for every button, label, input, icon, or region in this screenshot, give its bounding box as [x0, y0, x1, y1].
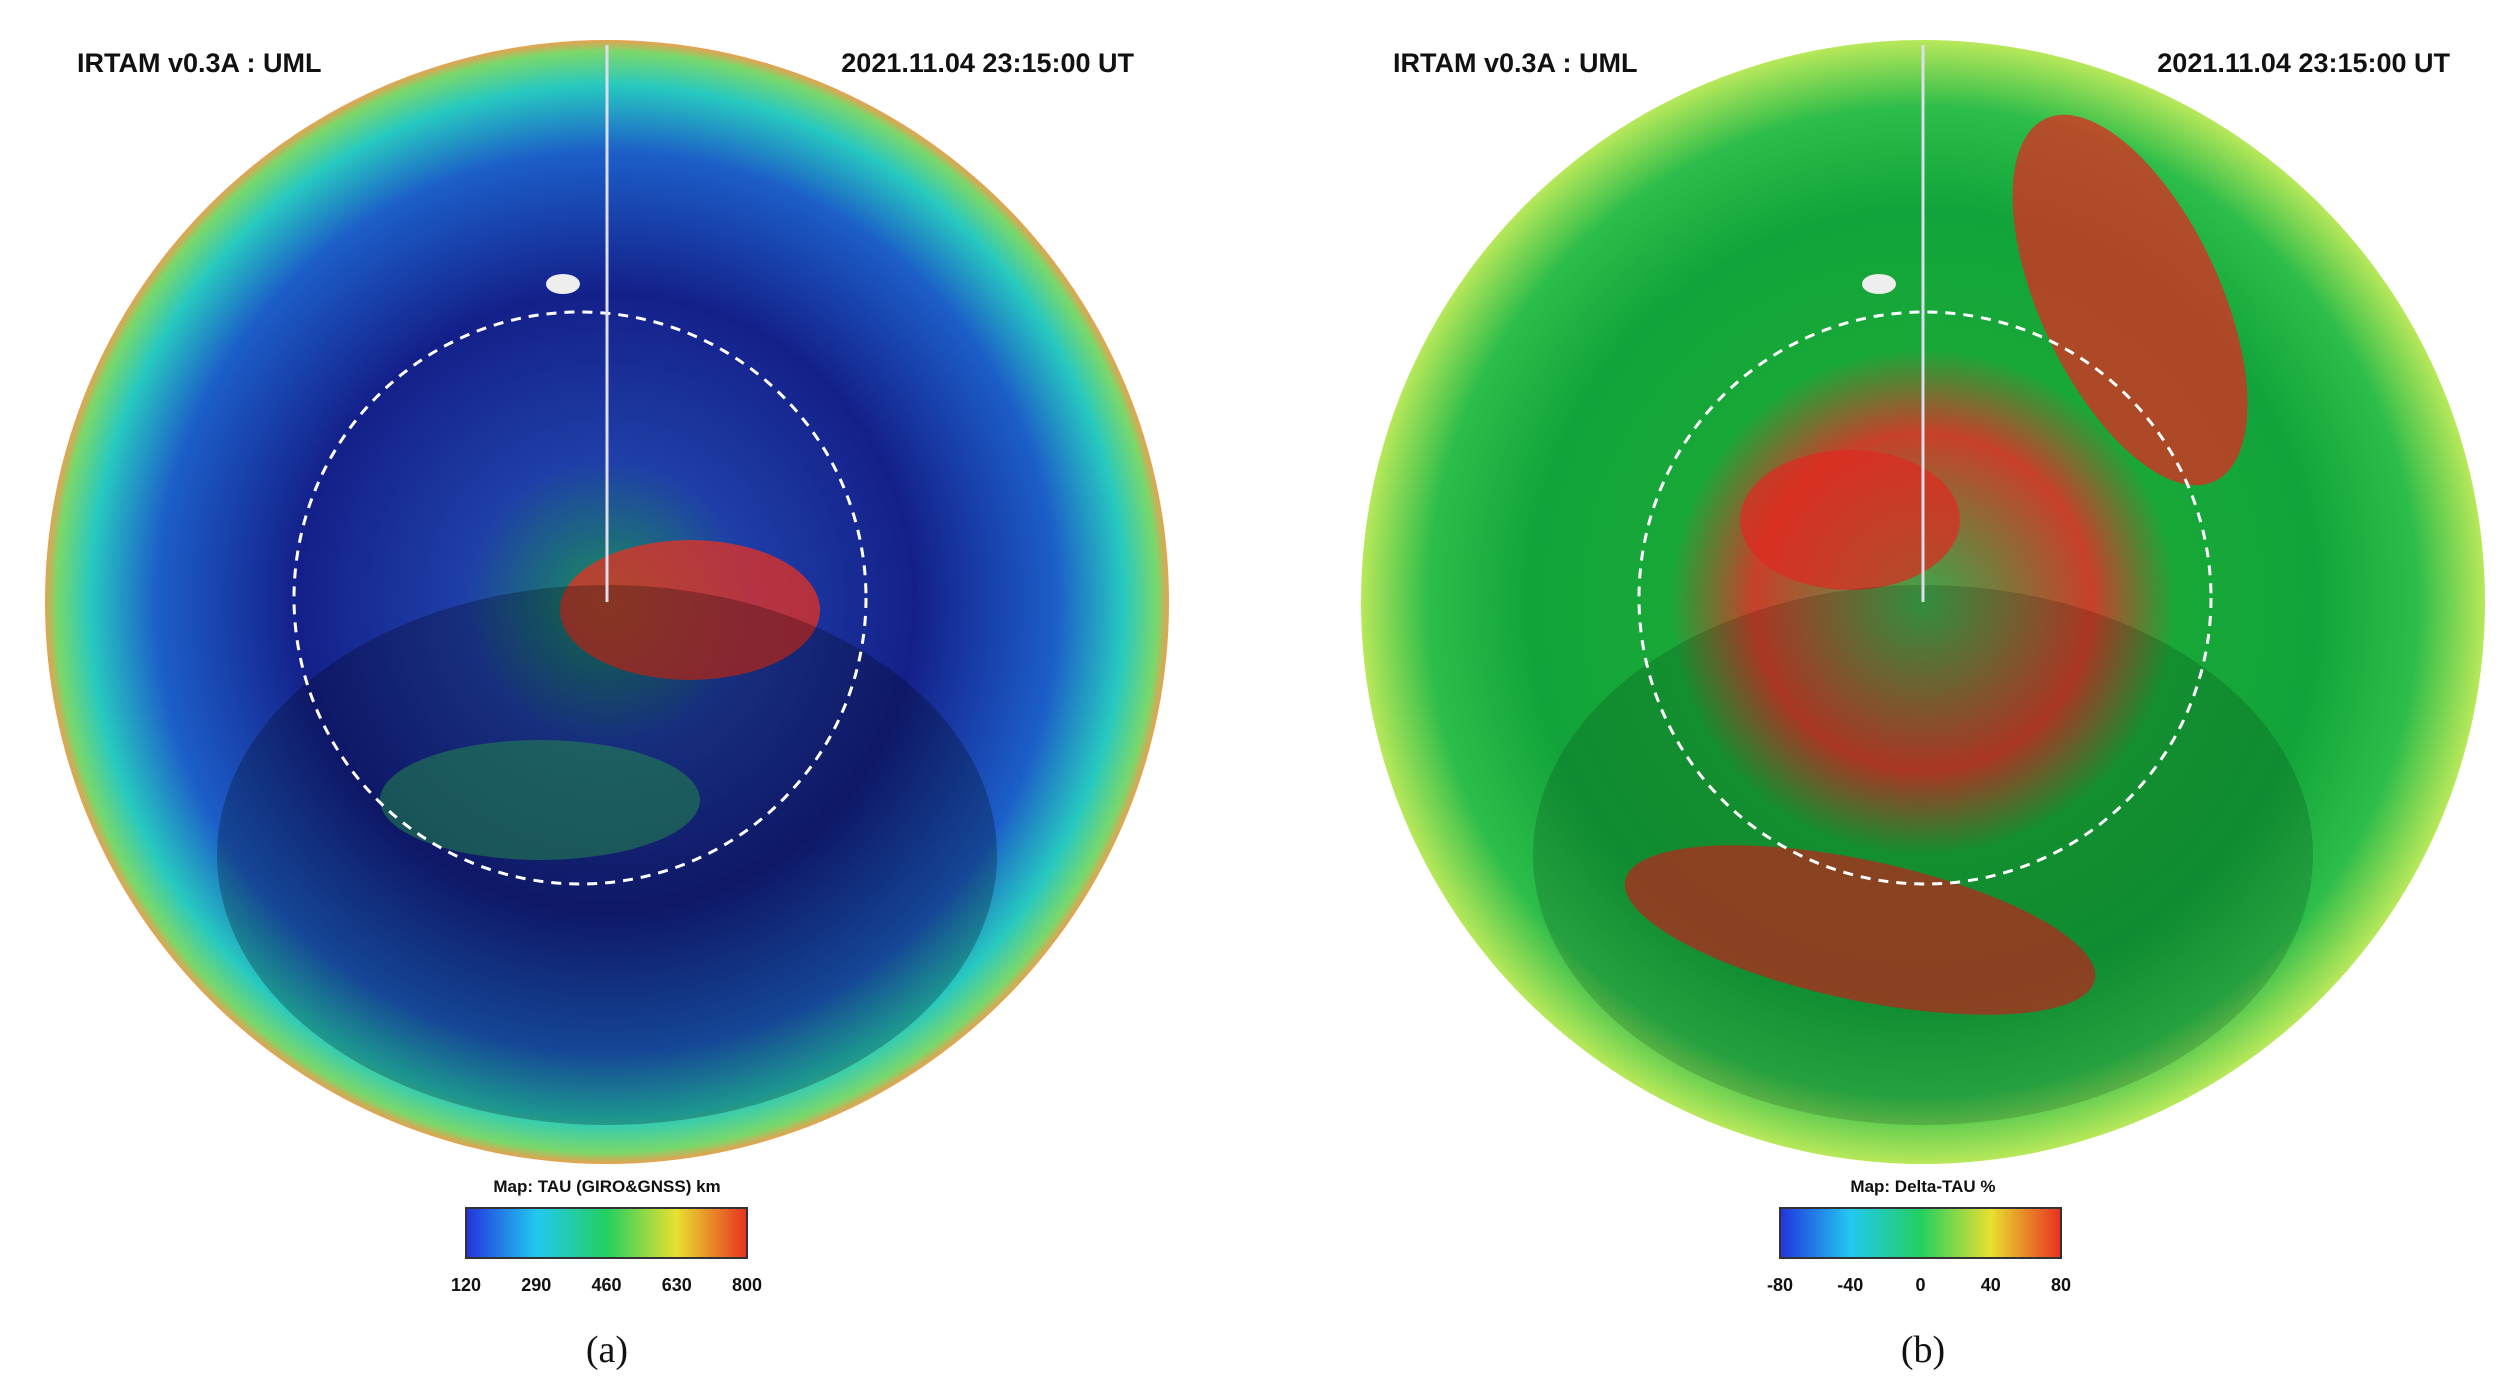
night-overlay: [1533, 585, 2313, 1125]
colorbar-tick-label: 630: [662, 1275, 692, 1295]
colorbar-tick-label: 40: [1981, 1275, 2001, 1295]
colorbar-tick-label: -40: [1837, 1275, 1863, 1295]
colorbar-tick-label: 800: [732, 1275, 762, 1295]
panel: IRTAM v0.3A : UML 2021.11.04 23:15:00 UT…: [45, 40, 1169, 1371]
colorbar-tick-label: 120: [451, 1275, 481, 1295]
colorbar-tick-label: 290: [521, 1275, 551, 1295]
colorbar-tick-label: 460: [591, 1275, 621, 1295]
panel-title: IRTAM v0.3A : UML: [77, 48, 322, 78]
colorbar-tick-label: 0: [1915, 1275, 1925, 1295]
sun-icon: [1862, 274, 1896, 294]
colorbar-label: Map: TAU (GIRO&GNSS) km: [493, 1177, 720, 1196]
night-overlay: [217, 585, 997, 1125]
map-feature: [560, 540, 820, 680]
dashed-circle: [292, 310, 868, 886]
map-feature: [2012, 114, 2248, 486]
dashed-circle: [1637, 310, 2213, 886]
timestamp: 2021.11.04 23:15:00 UT: [841, 48, 1134, 78]
colorbar: [1779, 1207, 2062, 1259]
panel: IRTAM v0.3A : UML 2021.11.04 23:15:00 UT…: [1361, 40, 2485, 1371]
colorbar: [465, 1207, 748, 1259]
panel-title: IRTAM v0.3A : UML: [1393, 48, 1638, 78]
map-feature: [1740, 450, 1960, 590]
colorbar-tick-label: 80: [2051, 1275, 2071, 1295]
colorbar-tick-label: -80: [1767, 1275, 1793, 1295]
timestamp: 2021.11.04 23:15:00 UT: [2157, 48, 2450, 78]
caption: (a): [586, 1329, 628, 1371]
colorbar-label: Map: Delta-TAU %: [1850, 1177, 1995, 1196]
caption: (b): [1901, 1329, 1945, 1371]
map-feature: [380, 740, 700, 860]
map-feature: [1624, 845, 2096, 1015]
sun-icon: [546, 274, 580, 294]
